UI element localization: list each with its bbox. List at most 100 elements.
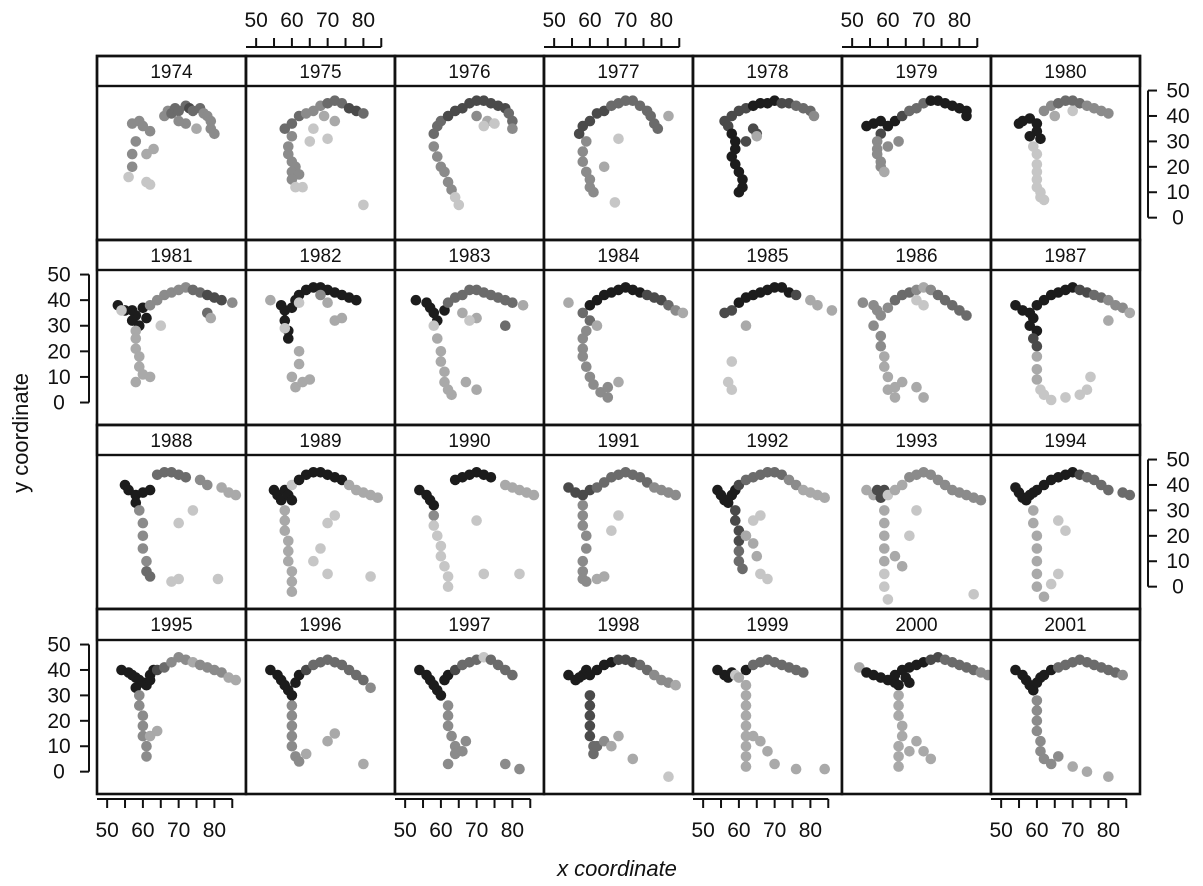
data-point	[670, 489, 681, 501]
data-point	[435, 540, 447, 552]
panel-background	[544, 56, 693, 240]
y-tick-label: 10	[1166, 181, 1189, 204]
data-point	[442, 720, 454, 732]
data-point	[279, 515, 291, 526]
data-point	[471, 515, 482, 526]
panel-background	[991, 609, 1140, 794]
data-point	[879, 361, 890, 373]
data-point	[584, 115, 596, 127]
data-point	[882, 594, 894, 605]
data-point	[918, 300, 929, 311]
y-tick-label: 20	[47, 340, 70, 363]
data-point	[358, 758, 369, 770]
data-point	[212, 573, 224, 585]
x-tick-label: 50	[542, 9, 565, 32]
data-point	[904, 530, 915, 542]
panel-border	[989, 607, 1142, 796]
data-point	[1067, 105, 1078, 117]
data-point	[286, 586, 298, 597]
data-point	[471, 110, 482, 122]
y-tick-label: 40	[47, 289, 70, 312]
data-point	[279, 525, 291, 536]
data-point	[812, 300, 823, 311]
data-point	[581, 530, 592, 542]
panel-label: 1997	[448, 615, 490, 636]
data-point	[1038, 194, 1050, 206]
panel-label: 1992	[746, 431, 788, 452]
data-point	[663, 110, 674, 122]
data-point	[627, 753, 639, 765]
data-point	[584, 720, 596, 732]
data-point	[652, 123, 664, 134]
panel-label: 1980	[1044, 62, 1086, 83]
data-point	[598, 161, 610, 173]
x-tick-label: 60	[429, 819, 452, 842]
data-point	[1124, 307, 1136, 319]
data-point	[577, 333, 589, 344]
data-point	[286, 494, 298, 506]
data-point	[464, 315, 475, 326]
panel-1991: 1991	[542, 423, 695, 611]
x-tick-label: 70	[912, 9, 935, 32]
data-point	[1035, 133, 1046, 145]
y-tick-label: 50	[1166, 449, 1189, 472]
x-tick-label: 50	[244, 9, 267, 32]
data-point	[1031, 364, 1043, 375]
panel-1987: 1987	[989, 238, 1142, 427]
data-point	[961, 310, 972, 321]
data-point	[670, 679, 681, 691]
data-point	[123, 171, 134, 183]
data-point	[286, 740, 298, 752]
data-point	[677, 307, 689, 319]
data-point	[911, 735, 922, 747]
data-point	[740, 530, 752, 542]
data-point	[315, 289, 326, 301]
data-point	[116, 305, 127, 316]
data-point	[751, 131, 763, 142]
data-point	[435, 550, 447, 562]
data-point	[144, 179, 156, 190]
data-point	[882, 141, 894, 152]
data-point	[517, 300, 529, 311]
data-point	[230, 489, 242, 501]
x-axis-title: x coordinate	[556, 856, 677, 881]
data-point	[879, 530, 890, 542]
panel-1984: 1984	[542, 238, 695, 427]
panel-1997: 1997	[393, 607, 546, 796]
data-point	[584, 710, 596, 721]
y-tick-label: 40	[1166, 105, 1189, 128]
data-point	[730, 515, 741, 526]
data-point	[871, 136, 883, 147]
data-point	[918, 746, 929, 757]
data-point	[279, 323, 291, 334]
data-point	[882, 384, 894, 396]
data-point	[528, 489, 540, 501]
data-point	[435, 346, 447, 357]
data-point	[577, 343, 589, 355]
y-tick-label: 0	[53, 761, 65, 784]
panel-label: 1994	[1044, 431, 1087, 452]
panel-1994: 1994	[989, 423, 1142, 611]
data-point	[478, 568, 490, 580]
data-point	[1031, 148, 1043, 160]
data-point	[173, 573, 184, 585]
x-tick-label: 60	[876, 9, 899, 32]
data-point	[755, 735, 766, 747]
data-point	[173, 517, 184, 529]
data-point	[879, 581, 890, 592]
data-point	[507, 669, 518, 681]
data-point	[577, 566, 589, 577]
data-point	[205, 312, 217, 324]
data-point	[755, 510, 766, 521]
data-point	[439, 561, 450, 572]
data-point	[322, 297, 333, 309]
data-point	[893, 679, 904, 691]
panel-label: 1985	[746, 246, 788, 267]
data-point	[141, 148, 152, 160]
panel-1993: 1993	[840, 423, 993, 611]
data-point	[134, 700, 145, 711]
data-point	[896, 376, 908, 388]
data-point	[726, 305, 738, 316]
